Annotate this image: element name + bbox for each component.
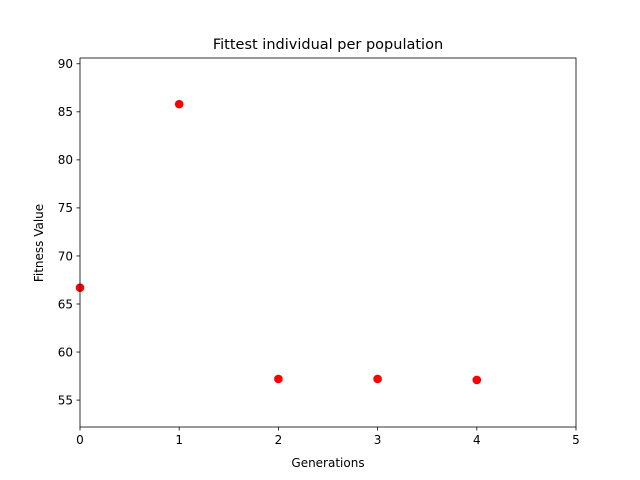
y-axis-label: Fitness Value <box>32 204 46 282</box>
y-tick-label: 90 <box>58 57 73 71</box>
y-tick-label: 55 <box>58 393 73 407</box>
x-tick-label: 0 <box>76 433 84 447</box>
x-tick-label: 4 <box>473 433 481 447</box>
y-tick-label: 75 <box>58 201 73 215</box>
plot-frame <box>79 57 577 428</box>
data-point <box>174 99 184 109</box>
x-tick-label: 2 <box>275 433 283 447</box>
chart-title: Fittest individual per population <box>213 37 443 53</box>
data-point <box>373 374 382 384</box>
data-point <box>274 374 283 384</box>
y-tick-label: 60 <box>58 345 73 359</box>
y-tick-label: 85 <box>58 105 73 119</box>
data-point <box>472 375 482 385</box>
y-tick-label: 65 <box>58 297 73 311</box>
x-tick-label: 3 <box>374 433 382 447</box>
y-tick-label: 80 <box>58 153 73 167</box>
x-axis-label: Generations <box>291 456 364 470</box>
x-tick-label: 5 <box>572 433 580 447</box>
x-tick-label: 1 <box>175 433 183 447</box>
y-tick-label: 70 <box>58 249 73 263</box>
